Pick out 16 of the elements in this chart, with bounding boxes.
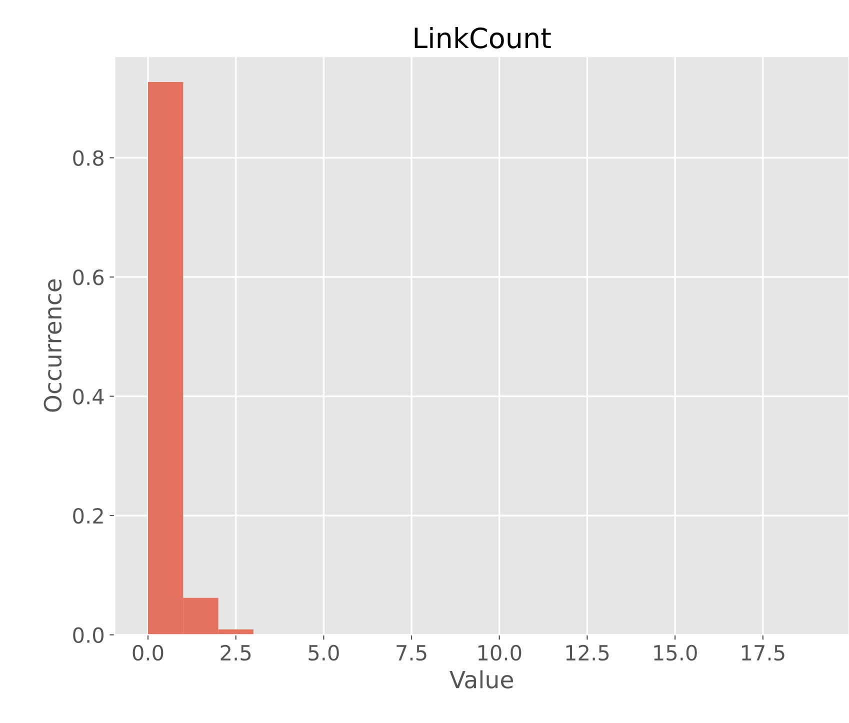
x-tick-label: 2.5 [220, 644, 251, 661]
x-tick-label: 0.0 [132, 644, 164, 661]
y-tick-label: 0.2 [73, 508, 103, 524]
x-tick-label: 12.5 [566, 644, 609, 661]
x-tick-label: 5.0 [308, 644, 339, 661]
y-tick-label: 0.8 [73, 150, 104, 166]
x-tick-label: 7.5 [396, 645, 426, 661]
y-tick-label: 0.6 [73, 269, 104, 286]
y-tick-label: 0.0 [73, 627, 104, 644]
x-tick-label: 17.5 [742, 645, 784, 661]
x-axis-title: Value [450, 670, 513, 689]
y-axis-title: Occurrence [44, 279, 62, 412]
x-tick-label: 10.0 [478, 644, 522, 661]
x-tick-label: 15.0 [654, 644, 697, 661]
y-tick-label: 0.4 [73, 388, 104, 404]
chart-title: LinkCount [414, 26, 551, 48]
